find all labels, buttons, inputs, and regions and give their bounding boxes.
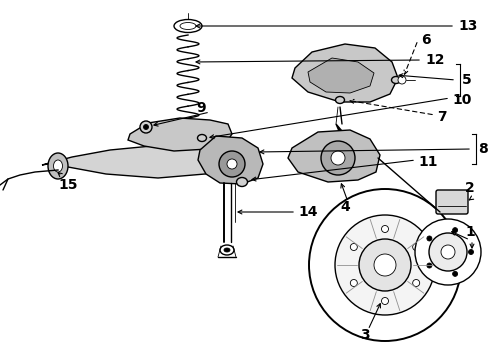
- Text: 11: 11: [418, 155, 438, 169]
- Circle shape: [398, 76, 406, 84]
- Circle shape: [374, 254, 396, 276]
- Circle shape: [335, 215, 435, 315]
- Circle shape: [309, 189, 461, 341]
- Text: 12: 12: [425, 53, 444, 67]
- Circle shape: [321, 141, 355, 175]
- Circle shape: [468, 249, 473, 255]
- Polygon shape: [128, 118, 232, 151]
- Text: 8: 8: [478, 142, 488, 156]
- Ellipse shape: [392, 77, 400, 84]
- Circle shape: [227, 159, 237, 169]
- Text: 1: 1: [465, 225, 475, 239]
- Ellipse shape: [197, 135, 206, 141]
- Circle shape: [415, 219, 481, 285]
- Circle shape: [441, 245, 455, 259]
- Circle shape: [429, 233, 467, 271]
- Circle shape: [427, 263, 432, 268]
- Circle shape: [382, 225, 389, 233]
- Text: 9: 9: [196, 101, 206, 115]
- Circle shape: [382, 297, 389, 305]
- Ellipse shape: [174, 19, 202, 32]
- Ellipse shape: [237, 177, 247, 186]
- Polygon shape: [42, 145, 252, 178]
- Text: 15: 15: [58, 178, 78, 192]
- Ellipse shape: [336, 96, 344, 104]
- Circle shape: [144, 125, 148, 130]
- Circle shape: [331, 151, 345, 165]
- Text: 4: 4: [340, 200, 350, 214]
- Polygon shape: [292, 44, 398, 102]
- Text: 6: 6: [421, 33, 431, 47]
- Text: 3: 3: [360, 328, 370, 342]
- Ellipse shape: [48, 153, 68, 179]
- Circle shape: [413, 243, 419, 251]
- Ellipse shape: [224, 248, 230, 252]
- Polygon shape: [198, 136, 263, 184]
- Circle shape: [453, 228, 458, 233]
- Text: 5: 5: [462, 73, 472, 87]
- Ellipse shape: [53, 160, 63, 172]
- Circle shape: [350, 243, 357, 251]
- Ellipse shape: [220, 245, 234, 255]
- Polygon shape: [308, 58, 374, 93]
- Circle shape: [219, 151, 245, 177]
- Circle shape: [140, 121, 152, 133]
- Text: 2: 2: [465, 181, 475, 195]
- Ellipse shape: [180, 22, 196, 30]
- FancyBboxPatch shape: [436, 190, 468, 214]
- Circle shape: [413, 279, 419, 287]
- Text: 10: 10: [452, 93, 471, 107]
- Text: 14: 14: [298, 205, 318, 219]
- Text: 7: 7: [437, 110, 446, 124]
- Circle shape: [359, 239, 411, 291]
- Polygon shape: [336, 124, 342, 131]
- Polygon shape: [288, 130, 380, 182]
- Circle shape: [453, 271, 458, 276]
- Circle shape: [350, 279, 357, 287]
- Circle shape: [427, 236, 432, 241]
- Text: 13: 13: [458, 19, 477, 33]
